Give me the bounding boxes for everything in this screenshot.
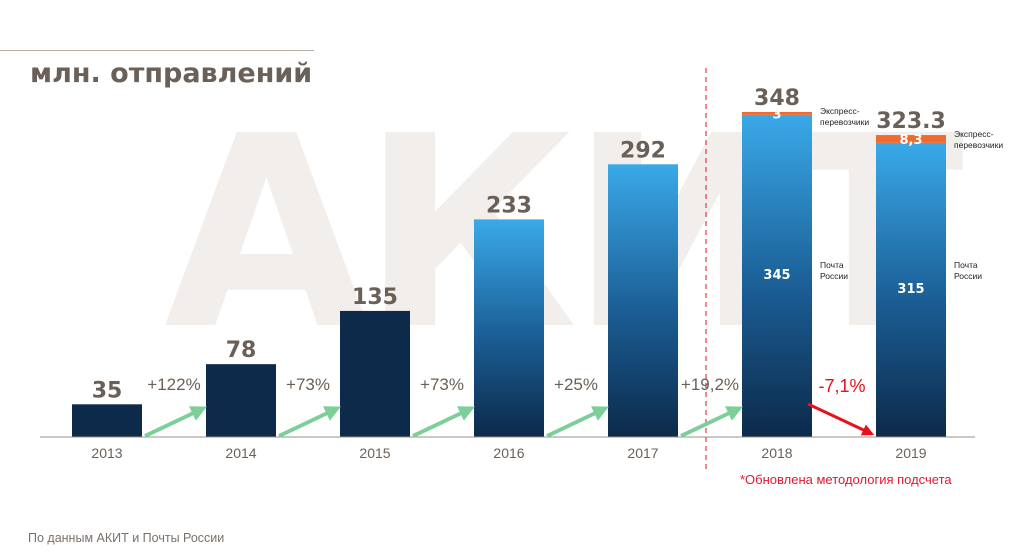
change-arrow-2 [412, 406, 475, 438]
post-note-2019-0: Почта [954, 260, 978, 270]
express-note-2018-0: Экспресс- [820, 106, 860, 116]
express-note-2019-1: перевозчики [954, 140, 1003, 150]
watermark-text: АКИТ [164, 80, 966, 388]
change-arrow-3 [546, 406, 609, 438]
source-note: По данным АКИТ и Почты России [28, 531, 225, 545]
bar-2018-total-label: 348 [754, 86, 800, 111]
bar-2019-pochta-label: 315 [897, 282, 924, 297]
post-note-2018-0: Почта [820, 260, 844, 270]
bar-2015-total-label: 135 [352, 285, 398, 310]
bar-2018-express [742, 112, 812, 115]
bar-2013-pochta [72, 404, 142, 437]
change-arrow-0 [144, 406, 207, 438]
tick-label-2019: 2019 [895, 445, 926, 461]
tick-label-2016: 2016 [493, 445, 524, 461]
bar-2019-pochta [876, 142, 946, 437]
tick-label-2014: 2014 [225, 445, 256, 461]
bar-2017-total-label: 292 [620, 138, 666, 163]
bar-2018-pochta [742, 114, 812, 437]
tick-label-2013: 2013 [91, 445, 122, 461]
tick-label-2015: 2015 [359, 445, 390, 461]
bar-2015-pochta [340, 310, 410, 437]
tick-label-2018: 2018 [761, 445, 792, 461]
change-label-1: +73% [286, 375, 330, 394]
bar-2018-pochta-label: 345 [763, 268, 790, 283]
bar-2014-pochta [206, 364, 276, 437]
bar-2016-pochta [474, 219, 544, 437]
bar-2013-total-label: 35 [92, 378, 123, 403]
change-arrow-5 [807, 402, 875, 436]
bar-2017-pochta [608, 164, 678, 438]
bar-2014-total-label: 78 [226, 338, 257, 363]
methodology-note: *Обновлена методология подсчета [740, 472, 952, 487]
bar-2019-express-label: 8,3 [899, 133, 922, 148]
change-label-3: +25% [554, 375, 598, 394]
bar-2019-total-label: 323.3 [876, 109, 946, 134]
change-arrow-1 [278, 406, 341, 438]
title-rule [0, 50, 314, 51]
tick-label-2017: 2017 [627, 445, 658, 461]
change-arrow-4 [680, 406, 743, 438]
change-label-4: +19,2% [681, 375, 739, 394]
express-note-2019-0: Экспресс- [954, 129, 994, 139]
chart-title: млн. отправлений [30, 58, 313, 89]
bar-2018-express-label: 3 [772, 107, 781, 122]
express-note-2018-1: перевозчики [820, 117, 869, 127]
change-label-5: -7,1% [818, 376, 865, 396]
post-note-2018-1: России [820, 271, 848, 281]
post-note-2019-1: России [954, 271, 982, 281]
bar-2019-express [876, 135, 946, 143]
change-label-0: +122% [147, 375, 200, 394]
bar-2016-total-label: 233 [486, 193, 532, 218]
change-label-2: +73% [420, 375, 464, 394]
